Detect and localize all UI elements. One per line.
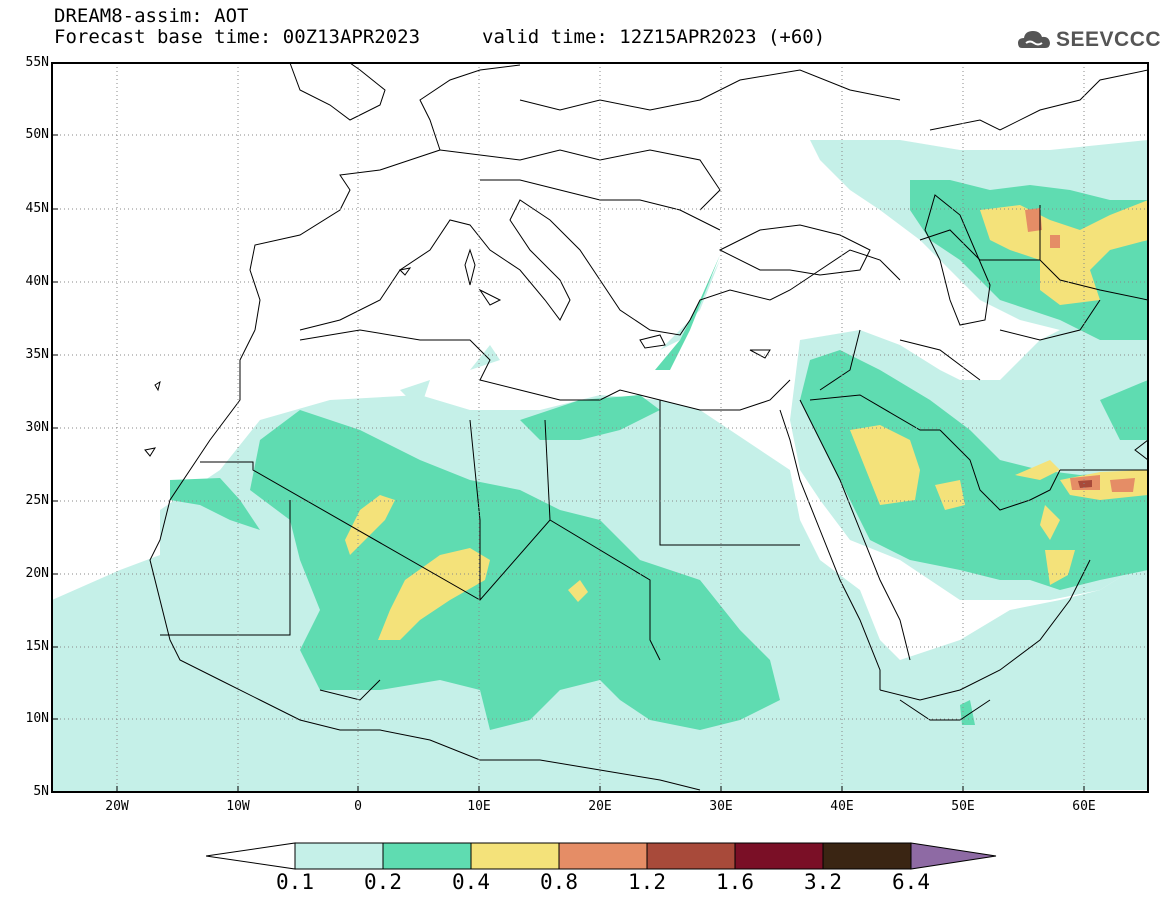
- lon-label-20e: 20E: [588, 799, 612, 814]
- lat-lon-grid: [52, 63, 1148, 792]
- lat-label-10n: 10N: [25, 711, 49, 726]
- colorbar-lower-arrow: [206, 842, 296, 870]
- lon-label-10e: 10E: [467, 799, 491, 814]
- lon-label-30e: 30E: [709, 799, 733, 814]
- colorbar-label-3.2: 3.2: [804, 870, 842, 894]
- colorbar-bin-7: [822, 842, 912, 870]
- lat-label-40n: 40N: [25, 274, 49, 289]
- forecast-base-time: Forecast base time: 00Z13APR2023: [54, 26, 421, 48]
- lat-label-55n: 55N: [25, 55, 49, 70]
- colorbar-label-0.4: 0.4: [452, 870, 490, 894]
- colorbar-label-1.2: 1.2: [628, 870, 666, 894]
- cloud-logo-icon: [1018, 31, 1050, 48]
- lat-label-20n: 20N: [25, 566, 49, 581]
- aot-map: [51, 62, 1149, 793]
- lon-label-40e: 40E: [830, 799, 854, 814]
- lon-label-50e: 50E: [951, 799, 975, 814]
- colorbar-upper-arrow: [910, 842, 997, 870]
- lon-label-10w: 10W: [226, 799, 250, 814]
- colorbar-label-1.6: 1.6: [716, 870, 754, 894]
- colorbar-bin-2: [382, 842, 472, 870]
- colorbar-label-0.2: 0.2: [364, 870, 402, 894]
- aot-contours: [52, 63, 1148, 792]
- lat-label-5n: 5N: [33, 784, 49, 799]
- map-title: DREAM8-assim: AOT: [54, 5, 249, 27]
- colorbar-legend: [206, 842, 997, 870]
- colorbar-label-6.4: 6.4: [892, 870, 930, 894]
- lat-label-25n: 25N: [25, 493, 49, 508]
- lon-label-0: 0: [354, 799, 362, 814]
- lat-label-35n: 35N: [25, 347, 49, 362]
- lat-label-15n: 15N: [25, 639, 49, 654]
- colorbar-bin-1: [294, 842, 384, 870]
- colorbar-bin-5: [646, 842, 736, 870]
- colorbar-label-0.8: 0.8: [540, 870, 578, 894]
- colorbar-bin-6: [734, 842, 824, 870]
- logo-text: SEEVCCC: [1056, 28, 1162, 51]
- lon-label-60e: 60E: [1072, 799, 1096, 814]
- lat-label-30n: 30N: [25, 420, 49, 435]
- colorbar-bin-3: [470, 842, 560, 870]
- colorbar-bin-4: [558, 842, 648, 870]
- valid-time: valid time: 12Z15APR2023 (+60): [482, 26, 826, 48]
- lat-label-45n: 45N: [25, 201, 49, 216]
- colorbar-label-0.1: 0.1: [276, 870, 314, 894]
- lon-label-20w: 20W: [105, 799, 129, 814]
- lat-label-50n: 50N: [25, 127, 49, 142]
